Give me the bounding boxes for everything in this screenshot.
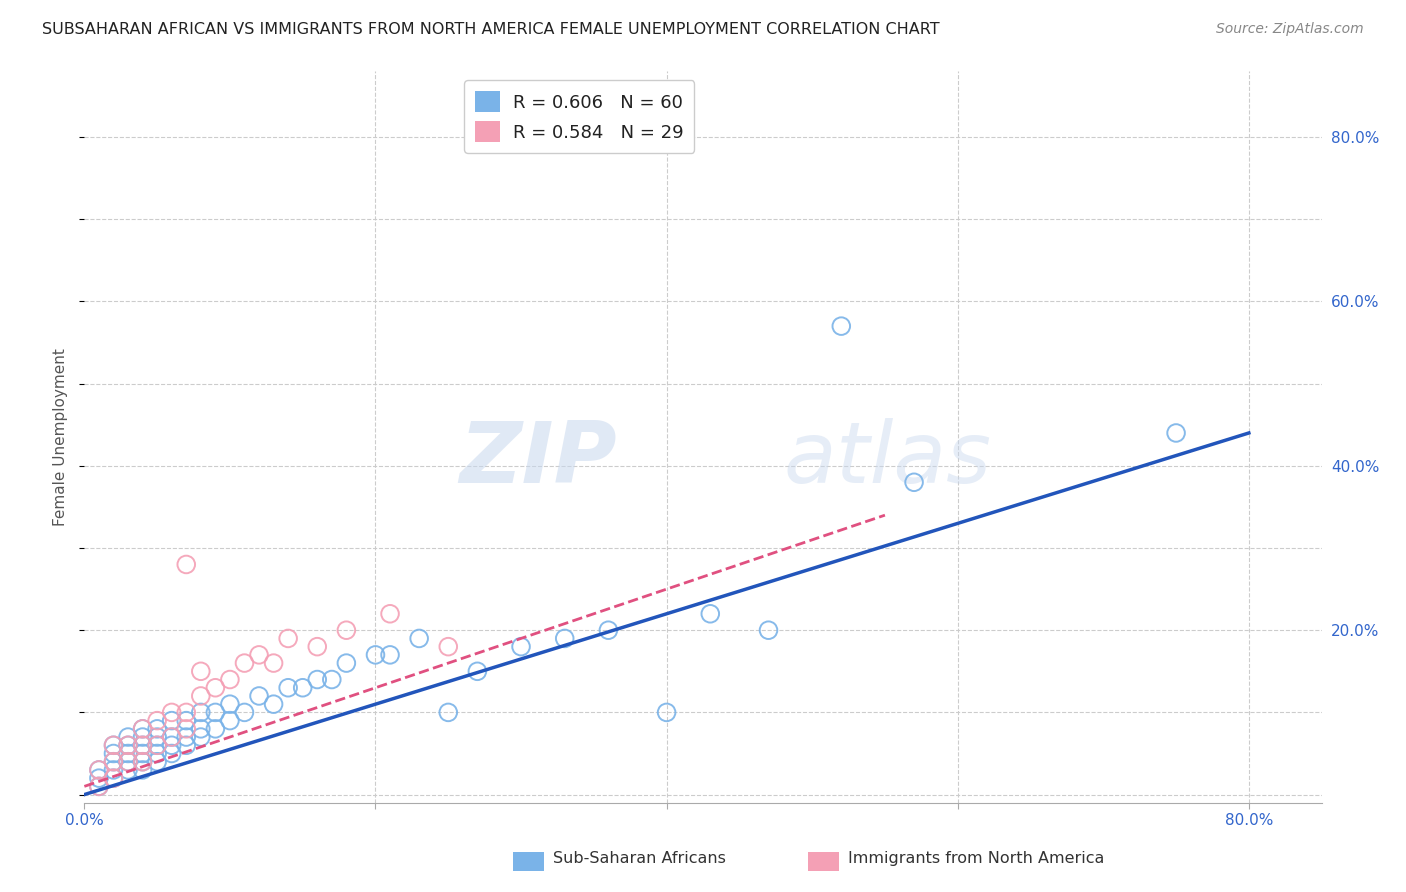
Point <box>378 607 401 621</box>
Point <box>263 656 285 670</box>
Point <box>87 771 110 785</box>
Point <box>903 475 925 490</box>
Point <box>131 739 153 753</box>
Point <box>233 706 256 720</box>
Point <box>131 722 153 736</box>
Point <box>146 747 169 761</box>
Point <box>146 739 169 753</box>
Text: Sub-Saharan Africans: Sub-Saharan Africans <box>553 851 725 865</box>
Point <box>117 755 139 769</box>
Point <box>291 681 314 695</box>
Point <box>598 624 620 638</box>
Point <box>174 730 197 744</box>
Point <box>204 722 226 736</box>
Point <box>103 739 125 753</box>
Point <box>408 632 430 646</box>
Point <box>174 714 197 728</box>
Point <box>131 755 153 769</box>
Point <box>146 755 169 769</box>
Point <box>146 739 169 753</box>
Point <box>174 722 197 736</box>
Point <box>219 714 242 728</box>
Point <box>117 755 139 769</box>
Point <box>437 706 460 720</box>
Point <box>830 319 852 334</box>
Point <box>263 697 285 711</box>
Point <box>655 706 678 720</box>
Point <box>131 739 153 753</box>
Point <box>131 730 153 744</box>
Point <box>103 739 125 753</box>
Point <box>87 763 110 777</box>
Point <box>117 739 139 753</box>
Point <box>364 648 387 662</box>
Point <box>160 730 183 744</box>
Point <box>204 681 226 695</box>
Point <box>87 780 110 794</box>
Point <box>160 739 183 753</box>
Point <box>160 714 183 728</box>
Point <box>335 656 357 670</box>
Point <box>103 755 125 769</box>
Point <box>190 689 212 703</box>
Text: ZIP: ZIP <box>458 417 616 500</box>
Point <box>190 730 212 744</box>
Point <box>160 706 183 720</box>
Point <box>87 763 110 777</box>
Text: SUBSAHARAN AFRICAN VS IMMIGRANTS FROM NORTH AMERICA FEMALE UNEMPLOYMENT CORRELAT: SUBSAHARAN AFRICAN VS IMMIGRANTS FROM NO… <box>42 22 939 37</box>
Point <box>247 689 270 703</box>
Point <box>146 730 169 744</box>
Point <box>219 673 242 687</box>
Point <box>335 624 357 638</box>
Point <box>378 648 401 662</box>
Point <box>174 706 197 720</box>
Point <box>437 640 460 654</box>
Point <box>190 706 212 720</box>
Point <box>160 730 183 744</box>
Point <box>247 648 270 662</box>
Point <box>467 665 489 679</box>
Point <box>146 714 169 728</box>
Point <box>146 722 169 736</box>
Point <box>131 763 153 777</box>
Point <box>103 747 125 761</box>
Point <box>103 771 125 785</box>
Point <box>190 722 212 736</box>
Point <box>204 706 226 720</box>
Point <box>233 656 256 670</box>
Text: atlas: atlas <box>783 417 991 500</box>
Point <box>117 739 139 753</box>
Point <box>131 722 153 736</box>
Point <box>758 624 780 638</box>
Point <box>103 763 125 777</box>
Point <box>277 632 299 646</box>
Point <box>321 673 343 687</box>
Point <box>87 780 110 794</box>
Point <box>174 558 197 572</box>
Point <box>1164 425 1187 440</box>
Point <box>117 747 139 761</box>
Y-axis label: Female Unemployment: Female Unemployment <box>53 348 69 526</box>
Text: Source: ZipAtlas.com: Source: ZipAtlas.com <box>1216 22 1364 37</box>
Point <box>103 755 125 769</box>
Point <box>190 665 212 679</box>
Point <box>117 763 139 777</box>
Point <box>307 673 329 687</box>
Point <box>219 697 242 711</box>
Point <box>160 747 183 761</box>
Text: Immigrants from North America: Immigrants from North America <box>848 851 1104 865</box>
Point <box>554 632 576 646</box>
Point <box>103 771 125 785</box>
Point <box>699 607 721 621</box>
Point <box>510 640 533 654</box>
Point <box>117 730 139 744</box>
Legend: R = 0.606   N = 60, R = 0.584   N = 29: R = 0.606 N = 60, R = 0.584 N = 29 <box>464 80 695 153</box>
Point <box>277 681 299 695</box>
Point <box>307 640 329 654</box>
Point <box>131 747 153 761</box>
Point <box>174 739 197 753</box>
Point <box>131 755 153 769</box>
